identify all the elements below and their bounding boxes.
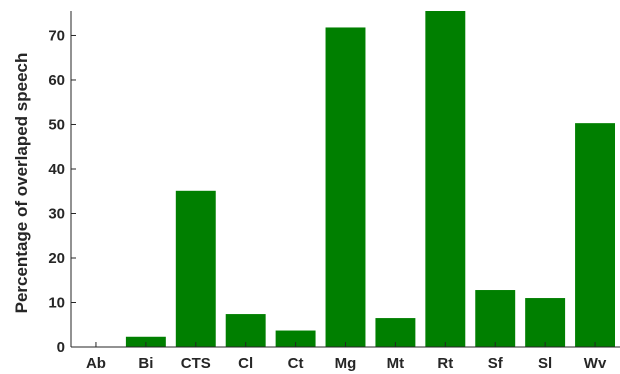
bar-bi <box>125 336 166 347</box>
y-ticks: 0 10 20 30 40 50 60 70 <box>48 27 76 356</box>
x-tick-label: CTS <box>181 355 211 372</box>
y-tick-label: 20 <box>48 250 65 267</box>
x-tick-label: Sl <box>538 355 552 372</box>
x-ticks: Ab Bi CTS Cl Ct Mg Mt Rt Sf Sl Wv <box>86 342 607 372</box>
bar-sf <box>475 290 516 347</box>
y-tick-label: 50 <box>48 116 65 133</box>
x-tick-label: Ct <box>288 355 304 372</box>
y-tick-label: 30 <box>48 205 65 222</box>
bar-rt <box>425 11 466 347</box>
x-tick-label: Ab <box>86 355 106 372</box>
y-tick-label: 70 <box>48 27 65 44</box>
x-tick-label: Cl <box>238 355 253 372</box>
bar-mg <box>325 27 366 348</box>
y-tick-label: 40 <box>48 161 65 178</box>
bar-sl <box>525 298 566 347</box>
x-tick-label: Mt <box>387 355 405 372</box>
x-tick-label: Wv <box>584 355 607 372</box>
x-tick-label: Bi <box>138 355 153 372</box>
bar-cl <box>225 314 266 347</box>
bars <box>125 11 616 348</box>
x-tick-label: Sf <box>488 355 504 372</box>
y-tick-label: 0 <box>57 339 65 356</box>
x-tick-label: Rt <box>437 355 453 372</box>
y-tick-label: 10 <box>48 294 65 311</box>
bar-wv <box>575 123 616 347</box>
bar-ct <box>275 330 316 347</box>
bar-cts <box>175 190 216 347</box>
x-tick-label: Mg <box>335 355 357 372</box>
y-axis-title: Percentage of overlaped speech <box>12 53 31 314</box>
y-tick-label: 60 <box>48 72 65 89</box>
